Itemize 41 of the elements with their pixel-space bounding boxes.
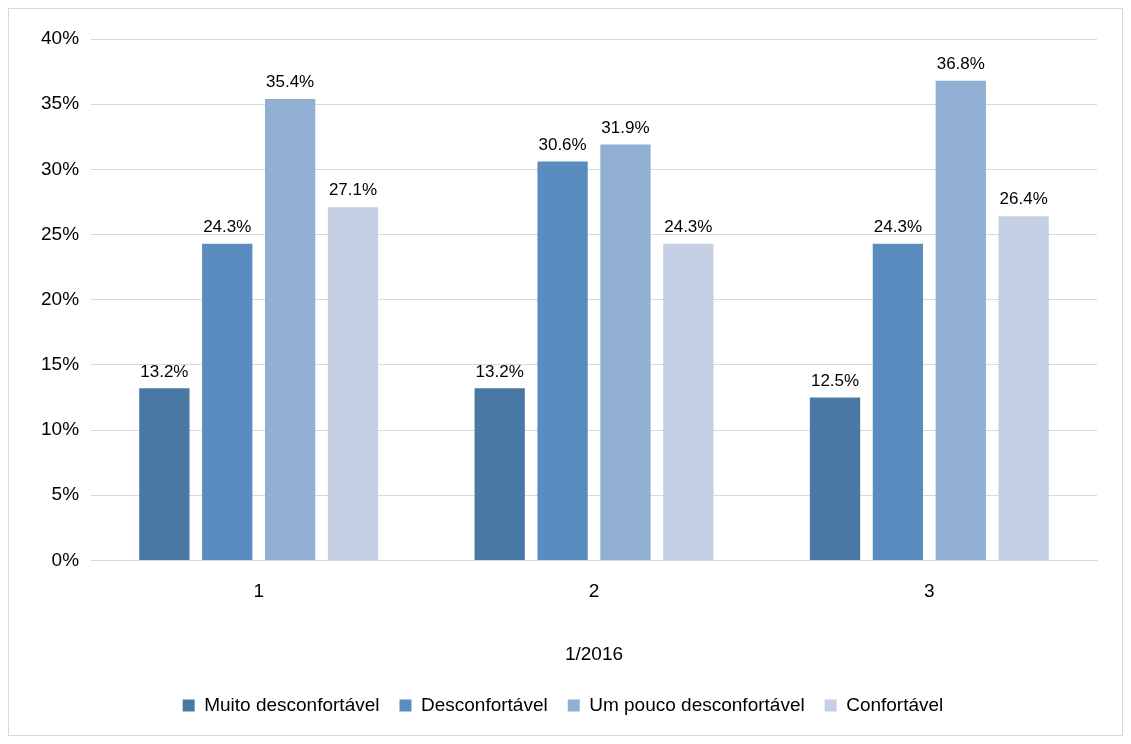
y-tick-label: 20% (41, 287, 80, 309)
bar (474, 388, 525, 560)
data-label: 24.3% (664, 216, 713, 236)
data-label: 13.2% (140, 361, 189, 381)
data-label: 27.1% (328, 180, 378, 200)
y-tick-label: 25% (41, 222, 80, 244)
x-tick-label: 1 (253, 580, 264, 602)
data-label: 13.2% (475, 361, 524, 381)
bar (600, 144, 651, 560)
bar (264, 98, 316, 560)
legend-label: Confortável (846, 693, 944, 715)
y-tick-label: 10% (41, 418, 80, 440)
x-tick-label: 3 (924, 580, 935, 602)
bar (998, 216, 1049, 560)
legend-label: Um pouco desconfortável (589, 693, 805, 715)
y-tick-label: 35% (41, 92, 80, 114)
bar (139, 388, 190, 560)
bar (327, 207, 379, 560)
bar (537, 161, 588, 560)
bar (809, 397, 861, 560)
data-label: 31.9% (601, 117, 650, 137)
data-label: 24.3% (203, 216, 252, 236)
y-tick-label: 0% (51, 548, 80, 570)
data-label: 35.4% (266, 72, 315, 92)
legend-label: Muito desconfortável (204, 693, 380, 715)
bar (935, 80, 986, 560)
data-label: 26.4% (999, 189, 1048, 209)
bar (663, 243, 714, 560)
y-tick-label: 40% (41, 27, 80, 49)
bar (872, 243, 924, 560)
data-label: 12.5% (810, 370, 860, 390)
y-tick-label: 15% (41, 353, 80, 375)
data-label: 24.3% (873, 216, 922, 236)
bar (202, 243, 253, 560)
data-label: 30.6% (538, 134, 587, 154)
x-axis-title: 1/2016 (564, 642, 624, 664)
x-tick-label: 2 (588, 580, 600, 602)
legend-label: Desconfortável (420, 693, 548, 715)
data-label: 36.8% (936, 53, 985, 73)
y-tick-label: 30% (41, 157, 80, 179)
y-tick-label: 5% (51, 483, 80, 505)
